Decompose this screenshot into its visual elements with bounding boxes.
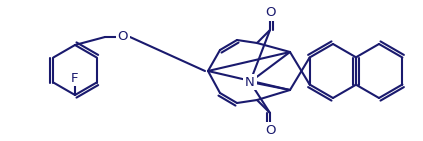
Text: F: F [71,71,79,84]
Text: N: N [245,75,255,89]
Text: O: O [265,124,275,136]
Text: O: O [265,6,275,19]
Text: O: O [118,30,128,44]
